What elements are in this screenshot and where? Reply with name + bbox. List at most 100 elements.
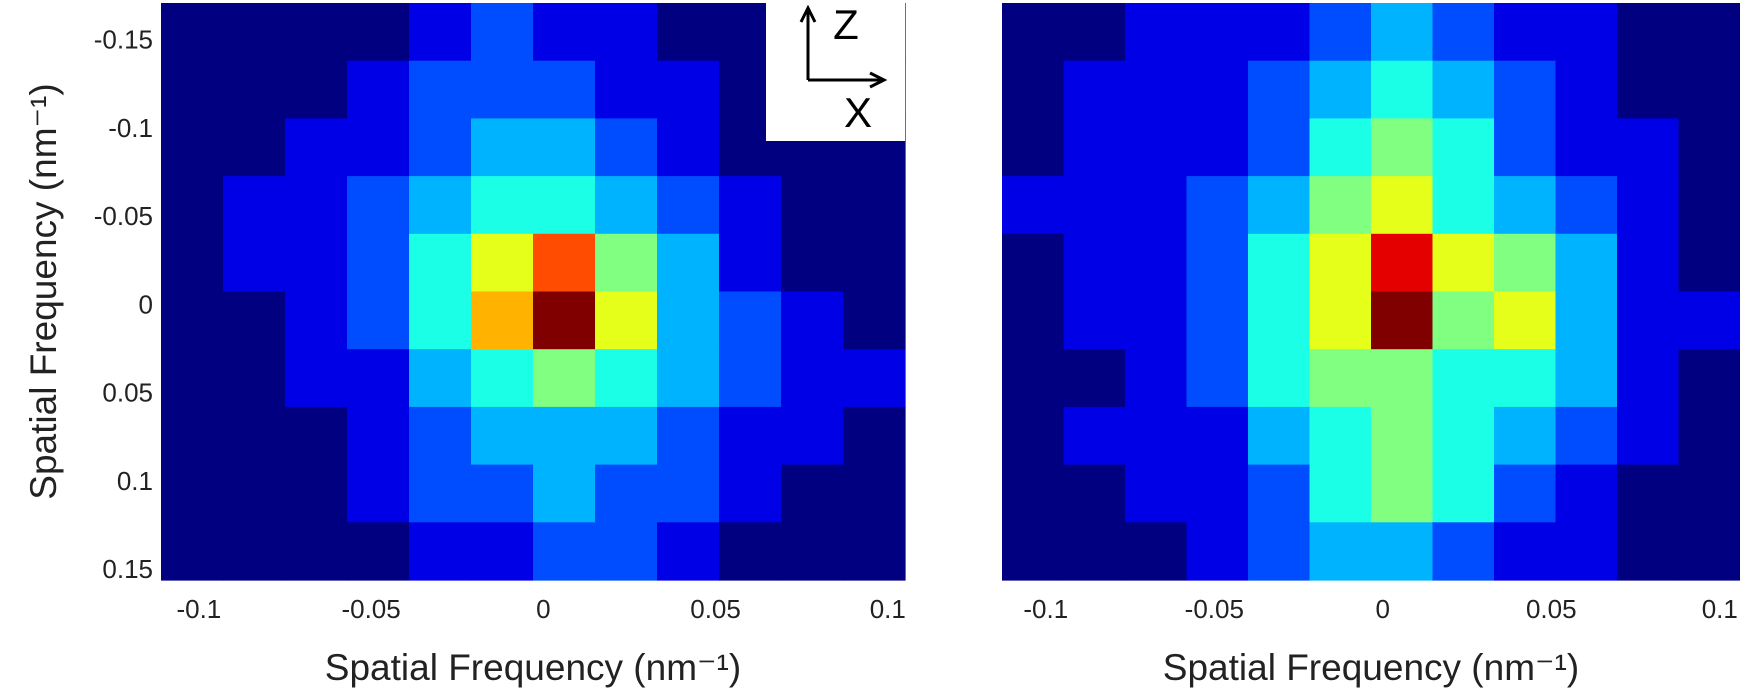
x-axis-label: Spatial Frequency (nm⁻¹) xyxy=(325,647,741,688)
heatmap-cell xyxy=(223,522,286,581)
heatmap-cell xyxy=(223,349,286,408)
heatmap-cell xyxy=(1186,291,1249,350)
heatmap-cell xyxy=(347,464,410,523)
heatmap-cell xyxy=(1248,406,1311,466)
heatmap-cell xyxy=(533,291,596,350)
heatmap-cell xyxy=(409,464,472,523)
heatmap-cell xyxy=(595,349,658,408)
heatmap-cell xyxy=(1309,233,1372,293)
heatmap-cell xyxy=(1002,176,1065,235)
heatmap-cell xyxy=(781,291,844,350)
x-axis-label: Spatial Frequency (nm⁻¹) xyxy=(1163,647,1579,688)
heatmap-cell xyxy=(1063,291,1126,350)
heatmap-cell xyxy=(719,464,782,523)
heatmap-cell xyxy=(781,176,844,235)
heatmap-cell xyxy=(533,464,596,523)
heatmap-cell xyxy=(1617,522,1680,581)
heatmap-cell xyxy=(719,176,782,235)
heatmap-cell xyxy=(1432,291,1495,350)
heatmap-cell xyxy=(1617,118,1680,177)
heatmap-cell xyxy=(1063,522,1126,581)
heatmap-cell xyxy=(1432,464,1495,523)
heatmap-cell xyxy=(161,349,224,408)
heatmap-cell xyxy=(1617,406,1680,466)
y-axis-label: Spatial Frequency (nm⁻¹) xyxy=(23,83,64,499)
heatmap-cell xyxy=(1432,176,1495,235)
heatmap-cell xyxy=(657,233,720,293)
heatmap-cell xyxy=(1186,233,1249,293)
heatmap-cell xyxy=(1248,60,1311,119)
heatmap-cell xyxy=(595,3,658,62)
heatmap-cell xyxy=(223,233,286,293)
heatmap-cell xyxy=(1125,406,1188,466)
heatmap-cell xyxy=(595,60,658,119)
heatmap-cell xyxy=(1371,522,1434,581)
axis-annotation: Z xyxy=(833,1,859,48)
x-tick-label: 0.05 xyxy=(690,594,741,624)
heatmap-cell xyxy=(1432,349,1495,408)
heatmap-cell xyxy=(657,522,720,581)
heatmap-cell xyxy=(843,464,906,523)
heatmap-cell xyxy=(161,464,224,523)
heatmap-cell xyxy=(1678,3,1740,62)
y-tick-label: -0.05 xyxy=(94,201,153,231)
heatmap-cell xyxy=(285,522,348,581)
x-tick-label: 0.05 xyxy=(1526,594,1577,624)
y-tick-label: 0.1 xyxy=(117,466,153,496)
heatmap-cell xyxy=(1186,118,1249,177)
heatmap-cell xyxy=(657,464,720,523)
heatmap-cells xyxy=(161,3,906,581)
heatmap-cell xyxy=(1186,406,1249,466)
heatmap-cell xyxy=(1125,522,1188,581)
heatmap-cell xyxy=(1617,233,1680,293)
heatmap-cell xyxy=(1002,291,1065,350)
heatmap-cell xyxy=(1555,3,1618,62)
heatmap-cell xyxy=(1371,464,1434,523)
heatmap-cell xyxy=(1186,60,1249,119)
heatmap-cell xyxy=(1063,3,1126,62)
heatmap-cell xyxy=(471,349,534,408)
heatmap-cell xyxy=(1063,464,1126,523)
heatmap-cell xyxy=(1248,464,1311,523)
heatmap-cell xyxy=(1309,522,1372,581)
x-arrow xyxy=(808,71,888,89)
heatmap-cell xyxy=(1309,291,1372,350)
heatmap-cell xyxy=(1432,60,1495,119)
heatmap-cell xyxy=(1555,406,1618,466)
heatmap-cell xyxy=(719,291,782,350)
heatmap-cell xyxy=(595,522,658,581)
heatmap-cell xyxy=(1678,464,1740,523)
heatmap-cell xyxy=(1494,464,1557,523)
heatmap-cell xyxy=(1494,60,1557,119)
heatmap-cell xyxy=(595,464,658,523)
inset-box xyxy=(766,3,905,141)
heatmap-cell xyxy=(1432,406,1495,466)
heatmap-cell xyxy=(1248,176,1311,235)
heatmap-cell xyxy=(1555,522,1618,581)
heatmap-cell xyxy=(1432,233,1495,293)
heatmap-cell xyxy=(1309,406,1372,466)
heatmap-cell xyxy=(1494,3,1557,62)
heatmap-cell xyxy=(533,522,596,581)
heatmap-cell xyxy=(595,291,658,350)
heatmap-cell xyxy=(719,233,782,293)
heatmap-cell xyxy=(595,176,658,235)
heatmap-cell xyxy=(1002,60,1065,119)
heatmap-cell xyxy=(161,291,224,350)
heatmap-cell xyxy=(347,3,410,62)
y-tick-label: -0.15 xyxy=(94,25,153,55)
x-tick-label: -0.1 xyxy=(1023,594,1068,624)
heatmap-cell xyxy=(471,406,534,466)
heatmap-cell xyxy=(1678,522,1740,581)
heatmap-cell xyxy=(1063,118,1126,177)
heatmap-cell xyxy=(1555,464,1618,523)
heatmap-cell xyxy=(1371,233,1434,293)
axis-annotation: X xyxy=(844,89,872,136)
heatmap-cell xyxy=(471,233,534,293)
heatmap-cell xyxy=(285,3,348,62)
heatmap-cell xyxy=(1309,3,1372,62)
heatmap-cell xyxy=(347,176,410,235)
heatmap-cell xyxy=(533,406,596,466)
heatmap-cell xyxy=(1063,60,1126,119)
heatmap-cell xyxy=(719,349,782,408)
